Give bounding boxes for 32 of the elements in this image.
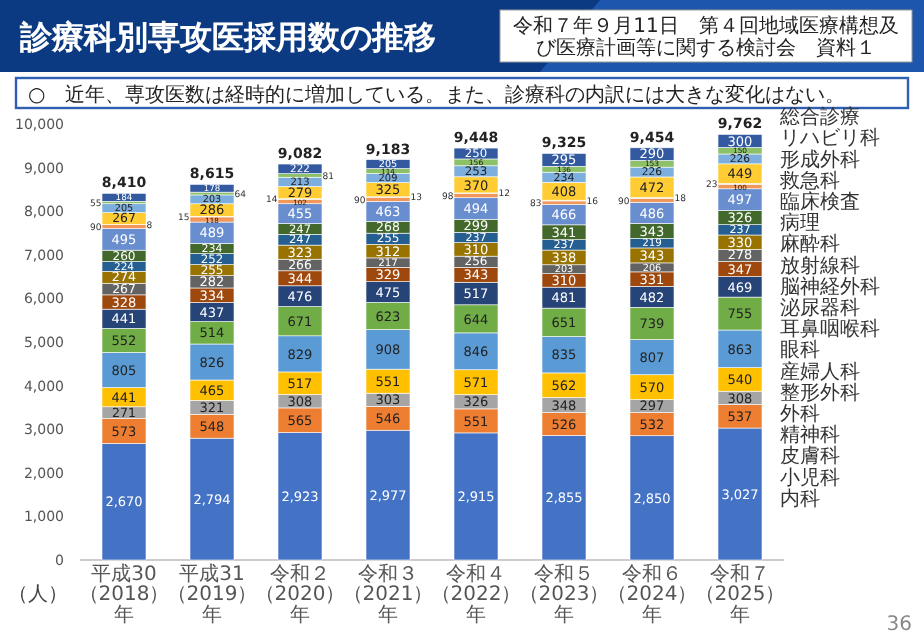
x-tick-label: 令和３（2021）年 bbox=[342, 562, 434, 627]
series-label: 総合診療 bbox=[778, 105, 860, 130]
text: 脳神経外科 bbox=[780, 274, 880, 299]
x-tick-label: 令和６（2024）年 bbox=[606, 562, 698, 627]
series-label: 精神科 bbox=[780, 423, 840, 448]
text: 泌尿器科 bbox=[780, 296, 860, 320]
text: 36 bbox=[886, 614, 912, 636]
x-tick-label: 令和２（2020）年 bbox=[254, 562, 346, 627]
series-label: 形成外科 bbox=[780, 147, 860, 172]
x-tick-label: 令和５（2023）年 bbox=[518, 562, 610, 627]
text: 外科 bbox=[780, 402, 820, 426]
text: 整形外科 bbox=[780, 380, 860, 405]
series-label: 内科 bbox=[780, 486, 820, 511]
y-axis-title: （人） bbox=[8, 584, 68, 606]
chart-title: 診療科別専攻医採用数の推移 bbox=[18, 18, 436, 56]
text: 皮膚科 bbox=[780, 444, 840, 469]
series-label: 臨床検査 bbox=[780, 190, 860, 214]
series-label: 放射線科 bbox=[780, 253, 860, 278]
text: 令和７年９月11日 第４回地域医療構想及び医療計画等に関する検討会 資料１ bbox=[513, 14, 899, 60]
text: 眼科 bbox=[780, 338, 820, 363]
series-label: 病理 bbox=[780, 211, 820, 236]
series-label: 麻酔科 bbox=[780, 232, 840, 257]
x-tick-label: 令和７（2025）年 bbox=[694, 562, 786, 627]
x-tick-label: 平成31（2019）年 bbox=[166, 562, 258, 627]
x-tick-label: 平成30（2018）年 bbox=[78, 562, 170, 627]
text: 耳鼻咽喉科 bbox=[780, 317, 880, 342]
chart-subtitle: ○ 近年、専攻医数は経時的に増加している。また、診療科の内訳には大きな変化はない。 bbox=[28, 83, 846, 107]
x-tick-label: 令和４（2022）年 bbox=[430, 562, 522, 627]
text: 小児科 bbox=[780, 465, 840, 490]
series-label: 救急科 bbox=[778, 168, 840, 193]
series-label: リハビリ科 bbox=[780, 126, 880, 151]
text: 産婦人科 bbox=[780, 359, 860, 384]
